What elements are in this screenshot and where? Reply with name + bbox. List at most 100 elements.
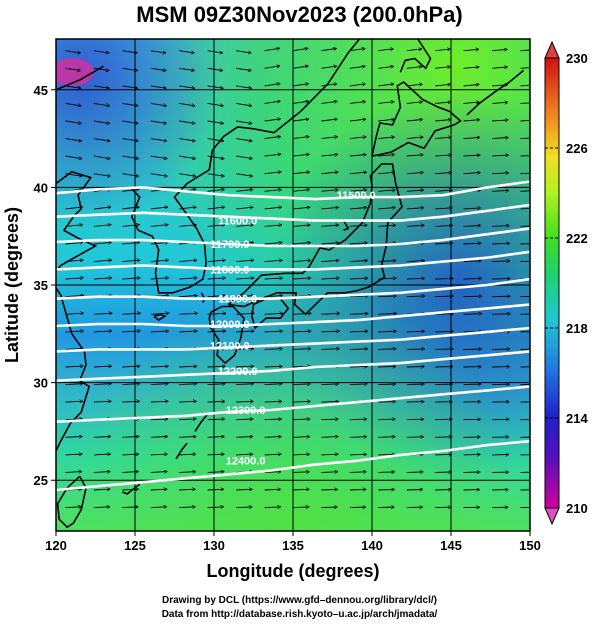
wind-arrow	[492, 279, 510, 280]
colorbar-tick-label: 230	[566, 51, 588, 66]
wind-arrow	[406, 367, 424, 368]
wind-arrow	[492, 85, 507, 86]
wind-arrow	[264, 119, 281, 122]
wind-arrow	[207, 296, 226, 297]
wind-arrow	[179, 138, 195, 141]
wind-arrow	[292, 331, 311, 332]
wind-arrow	[236, 331, 254, 332]
wind-arrow	[207, 189, 225, 192]
wind-arrow	[463, 261, 481, 262]
wind-arrow	[321, 66, 336, 69]
y-tick-label: 40	[34, 180, 48, 195]
wind-arrow	[236, 85, 251, 88]
wind-arrow	[264, 384, 282, 385]
wind-arrow	[179, 207, 196, 210]
wind-arrow	[349, 208, 367, 209]
wind-arrow	[65, 120, 82, 123]
wind-arrow	[65, 384, 83, 385]
wind-arrow	[207, 50, 223, 53]
contour-line	[56, 303, 530, 328]
wind-arrow	[236, 507, 252, 508]
wind-arrow	[207, 120, 224, 123]
wind-arrow	[292, 260, 310, 261]
wind-arrow	[207, 260, 225, 261]
contour-label: 12400.0	[226, 456, 266, 468]
wind-arrow	[492, 173, 508, 174]
wind-arrow	[236, 366, 253, 367]
wind-arrow	[65, 85, 81, 88]
wind-arrow	[492, 155, 508, 156]
wind-arrow	[378, 314, 396, 315]
wind-arrow	[349, 155, 366, 157]
wind-arrow	[292, 207, 310, 209]
wind-arrow	[150, 50, 166, 53]
wind-arrow	[406, 190, 424, 191]
wind-arrow	[122, 260, 139, 262]
wind-arrow	[349, 489, 366, 490]
coastline	[223, 39, 361, 138]
wind-arrow	[179, 67, 194, 70]
wind-arrow	[65, 419, 83, 420]
wind-arrow	[349, 454, 366, 455]
wind-arrow	[65, 454, 82, 455]
wind-arrow	[65, 313, 84, 314]
wind-arrow	[349, 225, 367, 226]
wind-arrow	[236, 67, 251, 70]
wind-arrow	[122, 189, 138, 192]
wind-arrow	[463, 137, 480, 138]
wind-arrow	[520, 243, 530, 245]
wind-arrow	[406, 349, 425, 350]
wind-arrow	[349, 102, 365, 104]
wind-arrow	[435, 208, 452, 209]
wind-arrow	[349, 66, 365, 69]
wind-arrow	[179, 155, 195, 159]
wind-arrow	[150, 102, 166, 105]
wind-arrow	[321, 489, 337, 490]
wind-arrow	[292, 48, 308, 52]
wind-arrow	[179, 437, 196, 438]
wind-arrow	[406, 225, 424, 226]
contour-line	[56, 326, 530, 353]
wind-arrow	[378, 49, 393, 52]
wind-arrow	[321, 49, 336, 52]
wind-arrow	[93, 331, 112, 332]
colorbar-min-triangle	[544, 507, 560, 526]
wind-arrow	[406, 437, 424, 438]
credit-data-source: Data from http://database.rish.kyoto–u.a…	[161, 609, 438, 620]
wind-arrow	[435, 102, 451, 103]
wind-arrow	[93, 437, 111, 438]
wind-arrow	[292, 454, 309, 455]
wind-arrow	[406, 296, 425, 297]
wind-arrow	[292, 437, 310, 438]
wind-arrow	[93, 225, 111, 227]
wind-arrow	[150, 138, 167, 141]
wind-arrow	[93, 384, 111, 385]
wind-arrow	[179, 225, 196, 227]
coastline	[194, 413, 209, 432]
wind-arrow	[349, 349, 368, 350]
wind-arrow	[463, 49, 479, 50]
colorbar: 230 226 222 218 214 210	[544, 40, 588, 526]
wind-arrow	[292, 101, 308, 104]
wind-arrow	[93, 278, 112, 279]
wind-arrow	[150, 67, 166, 70]
wind-arrow	[264, 278, 283, 279]
wind-arrow	[463, 243, 481, 244]
wind-arrow	[264, 190, 282, 192]
coastline	[371, 81, 462, 157]
wind-arrow	[93, 366, 111, 367]
x-axis: 120 125 130 135 140 145 150	[45, 531, 541, 553]
wind-arrow	[179, 85, 194, 88]
wind-arrow	[406, 490, 423, 491]
contour-label: 11700.0	[210, 239, 249, 251]
wind-arrow	[122, 507, 138, 508]
wind-arrow	[150, 313, 169, 314]
wind-arrow	[264, 207, 282, 210]
wind-arrow	[349, 84, 365, 87]
wind-arrow	[321, 437, 338, 438]
wind-arrow	[65, 472, 82, 473]
wind-arrow	[179, 296, 197, 297]
wind-arrow	[179, 419, 196, 420]
temperature-field: 11500.0 11600.0 11700.0 11800.0 11900.0 12000…	[56, 39, 530, 531]
wind-arrow	[463, 85, 479, 86]
